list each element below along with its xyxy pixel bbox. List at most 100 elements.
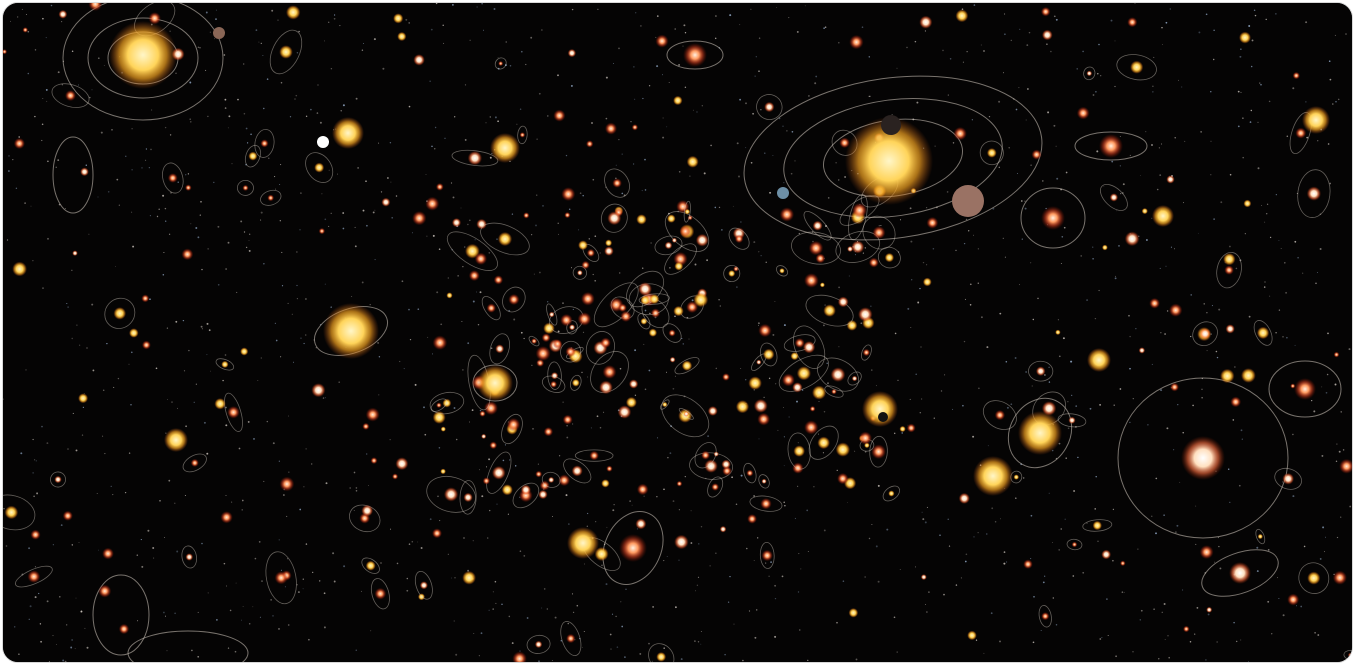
- dust-star: [380, 191, 383, 193]
- star: [436, 402, 442, 409]
- dust-star: [21, 8, 23, 10]
- dust-star: [324, 397, 326, 399]
- dust-star: [696, 584, 699, 586]
- dust-star: [330, 212, 332, 214]
- dust-star: [353, 471, 356, 474]
- dust-star: [656, 65, 659, 68]
- dust-star: [174, 502, 176, 504]
- dust-star: [497, 120, 499, 123]
- dust-star: [1027, 88, 1029, 90]
- dust-star: [362, 209, 365, 212]
- dust-star: [1107, 634, 1109, 637]
- dust-star: [189, 118, 191, 120]
- orbit: [664, 243, 697, 275]
- dust-star: [1210, 140, 1212, 142]
- orbit: [758, 474, 770, 489]
- dust-star: [738, 175, 740, 178]
- dust-star: [1268, 100, 1271, 103]
- dust-star: [618, 47, 620, 50]
- dust-star: [1030, 262, 1032, 264]
- dust-star: [464, 138, 467, 141]
- dust-star: [1111, 160, 1114, 163]
- dust-star: [322, 397, 325, 399]
- dust-star: [774, 301, 776, 302]
- dust-star: [861, 26, 864, 29]
- star: [686, 155, 699, 168]
- dust-star: [39, 623, 42, 625]
- dust-star: [361, 281, 364, 284]
- star: [823, 304, 836, 317]
- star: [683, 43, 707, 67]
- star: [779, 207, 795, 222]
- dust-star: [280, 164, 282, 166]
- dust-star: [1240, 639, 1242, 641]
- dust-star: [868, 537, 871, 540]
- dust-star: [920, 346, 922, 348]
- dust-star: [615, 615, 617, 618]
- orbit: [526, 634, 551, 654]
- dust-star: [1010, 403, 1013, 406]
- dust-star: [538, 660, 540, 662]
- star: [581, 260, 590, 270]
- orbit: [783, 334, 816, 352]
- dust-star: [132, 245, 135, 248]
- star: [1041, 206, 1065, 230]
- dust-star: [1056, 177, 1059, 180]
- dust-star: [965, 553, 968, 556]
- dust-star: [668, 212, 670, 215]
- dust-star: [136, 554, 139, 556]
- star: [1332, 570, 1347, 585]
- star: [30, 529, 41, 540]
- star: [260, 139, 269, 148]
- orbit: [215, 358, 235, 371]
- dust-star: [797, 485, 799, 487]
- star: [638, 282, 652, 296]
- dust-star: [263, 263, 265, 265]
- dust-star: [547, 301, 549, 303]
- dust-star: [742, 659, 744, 662]
- dust-star: [464, 84, 467, 86]
- dust-star: [235, 582, 237, 584]
- dust-star: [342, 227, 345, 230]
- star: [141, 294, 150, 303]
- dust-star: [355, 649, 357, 651]
- dust-star: [452, 196, 455, 199]
- star: [1307, 571, 1321, 585]
- dust-star: [224, 98, 227, 101]
- dust-star: [570, 84, 573, 87]
- dust-star: [871, 369, 873, 371]
- dust-star: [674, 375, 676, 377]
- dust-star: [983, 652, 985, 654]
- star: [489, 441, 498, 450]
- dust-star: [709, 565, 711, 567]
- dust-star: [217, 283, 220, 286]
- dust-star: [1000, 518, 1001, 520]
- dust-star: [1332, 103, 1334, 105]
- dust-star: [395, 195, 398, 197]
- dust-star: [707, 435, 709, 437]
- orbit: [861, 344, 872, 361]
- dust-star: [25, 369, 27, 371]
- star: [986, 148, 997, 158]
- dust-star: [823, 410, 826, 413]
- dust-star: [978, 387, 980, 390]
- dust-star: [823, 324, 825, 327]
- dust-star: [485, 466, 488, 468]
- dust-star: [1198, 31, 1201, 34]
- dust-star: [581, 371, 583, 374]
- orbit: [1201, 549, 1279, 597]
- orbit: [1253, 320, 1273, 346]
- dust-star: [531, 364, 533, 366]
- dust-star: [777, 429, 779, 431]
- dust-star: [1227, 468, 1230, 471]
- star: [432, 335, 448, 351]
- star: [756, 359, 762, 365]
- dust-star: [1329, 182, 1332, 185]
- dust-star: [835, 162, 837, 164]
- star: [392, 473, 399, 480]
- dust-star: [207, 592, 209, 594]
- star: [847, 246, 854, 252]
- dust-star: [1229, 245, 1231, 248]
- dust-star: [753, 560, 755, 562]
- star: [601, 479, 610, 488]
